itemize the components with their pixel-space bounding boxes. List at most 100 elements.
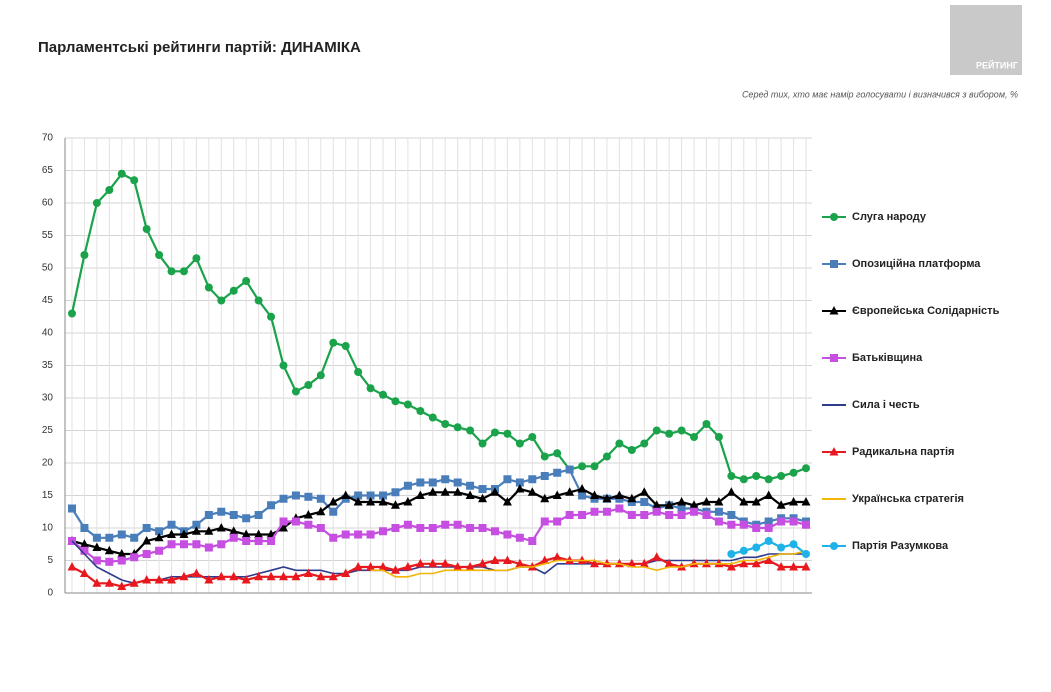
point (739, 558, 749, 568)
point (366, 497, 376, 506)
point (428, 413, 437, 422)
point (154, 575, 164, 584)
point (242, 514, 251, 523)
point (291, 491, 300, 500)
legend-label: Сила і честь (852, 399, 920, 411)
point (615, 504, 624, 513)
point (403, 400, 412, 409)
point (354, 530, 363, 539)
point (615, 439, 624, 448)
point (751, 558, 761, 568)
point (291, 387, 300, 396)
y-tick-label: 15 (42, 490, 54, 501)
point (802, 550, 810, 558)
point (167, 267, 176, 276)
point (677, 504, 686, 513)
y-tick-label: 50 (42, 263, 54, 274)
point (179, 571, 189, 581)
legend-label: Українська стратегія (852, 493, 964, 505)
point (578, 462, 587, 471)
point (652, 426, 661, 435)
point (117, 549, 127, 558)
point (553, 517, 562, 526)
point (304, 492, 313, 501)
point (540, 517, 549, 526)
point (466, 481, 475, 490)
point (254, 296, 263, 305)
point (403, 520, 412, 529)
legend-label: Батьківщина (852, 352, 923, 364)
point (453, 520, 462, 529)
point (478, 485, 487, 493)
chart-subtitle: Серед тих, хто має намір голосувати і ви… (742, 89, 1018, 99)
point (639, 487, 649, 496)
point (366, 562, 376, 571)
y-tick-label: 40 (42, 328, 54, 339)
point (727, 550, 736, 558)
legend-label: Слуга народу (852, 211, 927, 223)
point (155, 546, 164, 555)
point (217, 296, 226, 305)
point (789, 517, 798, 526)
point (167, 529, 177, 538)
point (503, 530, 512, 539)
point (379, 527, 388, 536)
point (229, 526, 239, 535)
point (92, 556, 101, 565)
point (553, 468, 562, 477)
point (777, 543, 786, 552)
point (204, 575, 214, 584)
point (726, 562, 736, 571)
point (428, 558, 438, 568)
point (254, 537, 263, 545)
y-tick-label: 65 (42, 165, 54, 176)
point (328, 497, 338, 506)
point (578, 511, 587, 519)
point (702, 420, 711, 428)
point (391, 524, 400, 532)
point (627, 558, 637, 568)
point (316, 506, 326, 516)
point (241, 529, 251, 538)
point (142, 550, 151, 558)
point (739, 497, 749, 506)
point (254, 511, 263, 519)
point (764, 517, 773, 526)
point (515, 533, 524, 542)
point (92, 578, 102, 587)
point (490, 487, 500, 496)
point (478, 524, 487, 532)
point (528, 475, 537, 484)
point (279, 517, 288, 526)
legend-label: Радикальна партія (852, 446, 954, 458)
point (80, 251, 89, 259)
point (739, 546, 748, 555)
point (465, 490, 475, 499)
point (105, 557, 114, 566)
point (453, 487, 463, 496)
point (465, 562, 475, 571)
point (316, 371, 325, 380)
point (739, 520, 748, 529)
point (216, 571, 226, 581)
point (677, 511, 686, 519)
point (303, 568, 313, 577)
point (167, 575, 177, 584)
point (79, 539, 89, 548)
point (689, 500, 699, 509)
legend-label: Європейська Солідарність (852, 305, 1000, 317)
point (789, 497, 799, 506)
point (751, 497, 761, 506)
point (752, 524, 761, 532)
point (764, 555, 774, 564)
legend-marker (830, 542, 838, 550)
point (155, 251, 164, 259)
point (341, 530, 350, 539)
point (353, 497, 363, 506)
point (179, 267, 188, 276)
legend-marker (829, 306, 839, 315)
y-tick-label: 30 (42, 393, 54, 404)
point (578, 491, 587, 500)
point (303, 510, 313, 519)
